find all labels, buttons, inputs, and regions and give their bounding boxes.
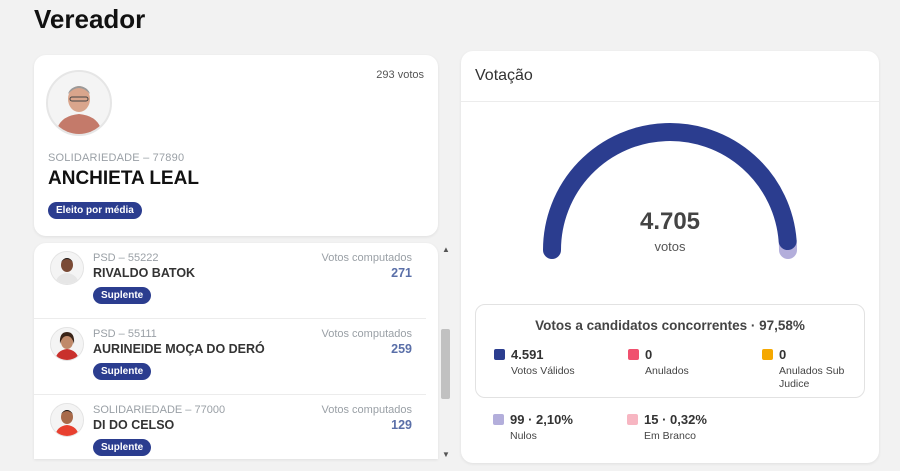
list-item[interactable]: SOLIDARIEDADE – 77000 DI DO CELSO Suplen…	[34, 395, 426, 459]
status-badge: Suplente	[93, 363, 152, 380]
summary-title: Votos a candidatos concorrentes · 97,58%	[535, 318, 805, 333]
elected-name: ANCHIETA LEAL	[48, 168, 199, 189]
voting-card: Votação 4.705 votos Votos a candidatos c…	[461, 51, 879, 463]
stat-value: 99 · 2,10%	[510, 412, 573, 427]
stat-value: 4.591	[511, 347, 544, 362]
votes-value: 259	[391, 342, 412, 356]
candidate-name: RIVALDO BATOK	[93, 266, 196, 280]
elected-party: SOLIDARIEDADE – 77890	[48, 152, 185, 164]
stat-label: Nulos	[510, 430, 537, 442]
legend-swatch	[762, 349, 773, 360]
avatar	[50, 327, 84, 361]
candidate-name: DI DO CELSO	[93, 418, 175, 432]
legend-swatch	[628, 349, 639, 360]
stat-label: Em Branco	[644, 430, 696, 442]
divider	[461, 101, 879, 102]
total-votes-label: votos	[654, 239, 686, 254]
list-item[interactable]: PSD – 55222 RIVALDO BATOK Suplente Votos…	[34, 243, 426, 319]
stat-label: Votos Válidos	[511, 365, 575, 377]
votes-label: Votos computados	[321, 404, 412, 416]
votes-value: 129	[391, 418, 412, 432]
gauge-valid-arc	[543, 123, 797, 259]
candidate-list[interactable]: PSD – 55222 RIVALDO BATOK Suplente Votos…	[34, 243, 438, 459]
scroll-thumb[interactable]	[441, 329, 450, 399]
stat-value: 0	[645, 347, 653, 362]
votes-label: Votos computados	[321, 252, 412, 264]
candidate-party: PSD – 55222	[93, 252, 159, 264]
page-title: Vereador	[34, 4, 146, 34]
stat-value: 15 · 0,32%	[644, 412, 707, 427]
avatar	[46, 70, 112, 136]
avatar	[50, 251, 84, 285]
scroll-down-icon[interactable]: ▼	[442, 450, 450, 459]
votes-label: Votos computados	[321, 328, 412, 340]
stat-label: Anulados	[645, 365, 689, 377]
candidate-name: AURINEIDE MOÇA DO DERÓ	[93, 342, 265, 356]
voting-title: Votação	[475, 67, 533, 84]
list-item[interactable]: PSD – 55111 AURINEIDE MOÇA DO DERÓ Suple…	[34, 319, 426, 395]
legend-swatch	[493, 414, 504, 425]
candidate-party: PSD – 55111	[93, 328, 157, 340]
status-badge: Suplente	[93, 287, 152, 304]
avatar	[50, 403, 84, 437]
votes-value: 271	[391, 266, 412, 280]
legend-swatch	[494, 349, 505, 360]
candidate-party: SOLIDARIEDADE – 77000	[93, 404, 226, 416]
elected-candidate-card[interactable]: 293 votos SOLIDARIEDADE – 77890 ANCHIETA…	[34, 55, 438, 236]
summary-box: Votos a candidatos concorrentes · 97,58%…	[475, 304, 865, 398]
legend-swatch	[627, 414, 638, 425]
list-scrollbar[interactable]: ▲ ▼	[439, 243, 453, 459]
scroll-up-icon[interactable]: ▲	[442, 245, 450, 254]
stat-label: Anulados Sub Judice	[779, 365, 845, 390]
total-votes: 4.705	[639, 208, 701, 235]
vote-gauge	[543, 123, 798, 259]
status-badge: Suplente	[93, 439, 152, 456]
status-badge: Eleito por média	[48, 202, 142, 219]
elected-votes: 293 votos	[376, 69, 424, 81]
stat-value: 0	[779, 347, 787, 362]
